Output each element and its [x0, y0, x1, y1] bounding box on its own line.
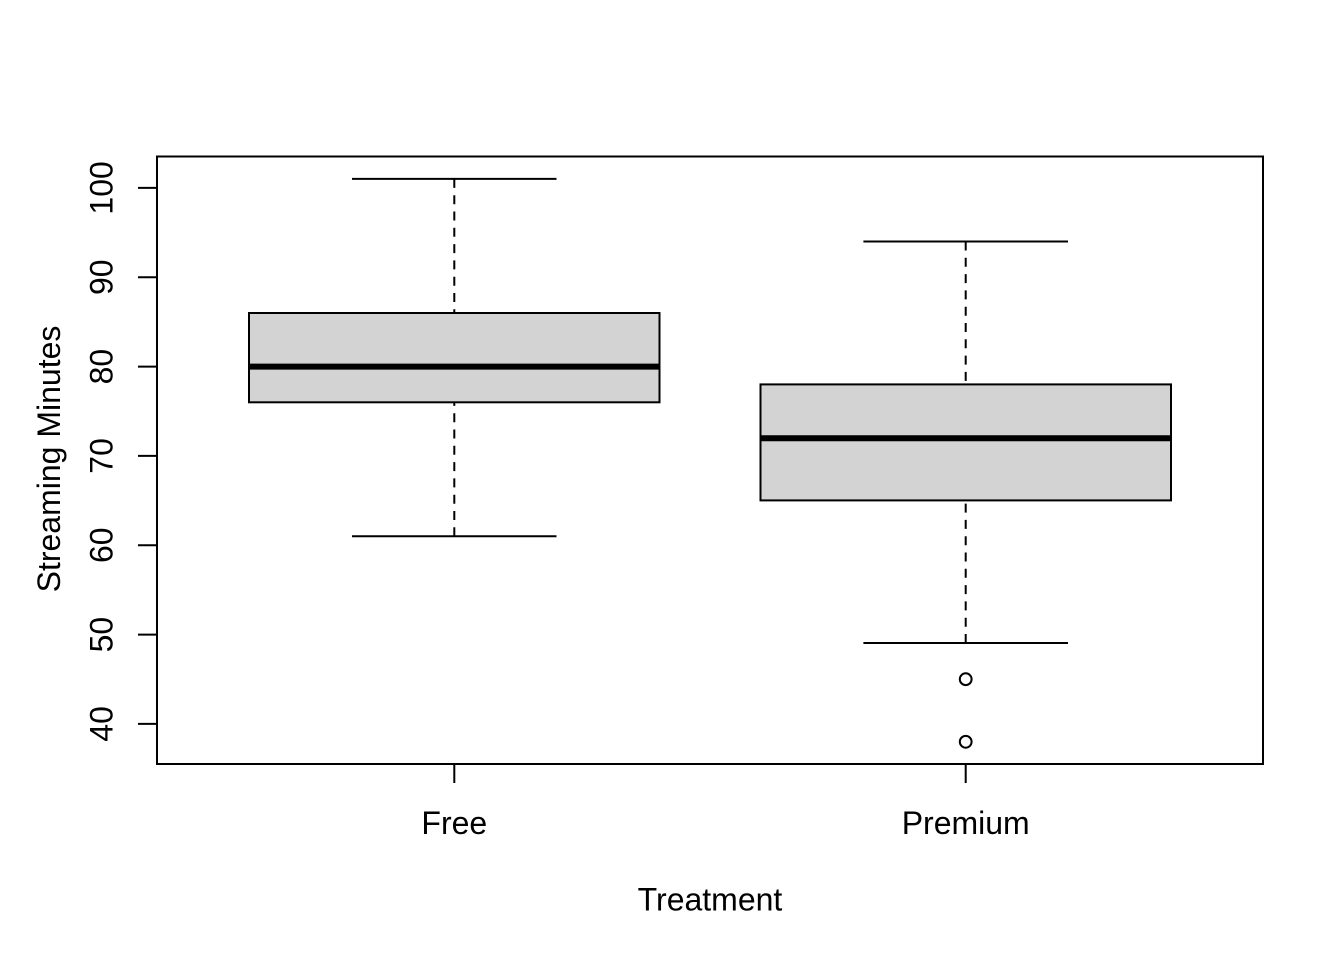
- svg-text:Streaming Minutes: Streaming Minutes: [31, 326, 67, 593]
- svg-text:100: 100: [84, 161, 120, 214]
- svg-text:60: 60: [84, 527, 120, 563]
- svg-text:Premium: Premium: [902, 805, 1030, 841]
- svg-text:80: 80: [84, 349, 120, 385]
- svg-text:90: 90: [84, 259, 120, 295]
- svg-text:40: 40: [84, 706, 120, 742]
- svg-text:70: 70: [84, 438, 120, 474]
- svg-text:50: 50: [84, 617, 120, 653]
- svg-text:Treatment: Treatment: [638, 882, 783, 918]
- svg-text:Free: Free: [421, 805, 487, 841]
